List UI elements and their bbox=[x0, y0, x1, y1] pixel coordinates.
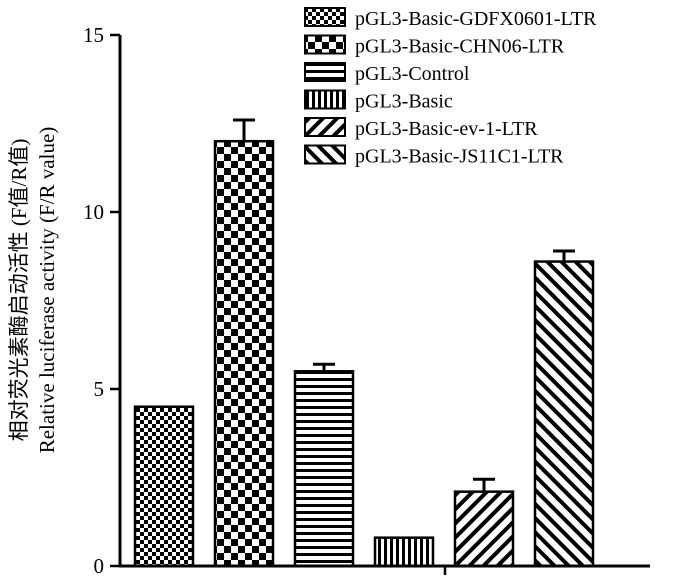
bar bbox=[533, 260, 595, 568]
y-tick-label: 5 bbox=[94, 377, 105, 401]
legend-label: pGL3-Basic bbox=[355, 91, 453, 113]
legend-label: pGL3-Basic-GDFX0601-LTR bbox=[355, 8, 597, 30]
bar bbox=[133, 405, 195, 568]
legend-swatch bbox=[304, 144, 346, 165]
y-axis-title-cn: 相对荧光素酶启动活性 (F值/R值) bbox=[7, 139, 31, 442]
bar bbox=[373, 536, 435, 568]
y-tick-label: 10 bbox=[83, 200, 104, 224]
y-tick-label: 15 bbox=[83, 23, 104, 47]
bar bbox=[293, 370, 355, 568]
legend-label: pGL3-Basic-CHN06-LTR bbox=[355, 36, 565, 58]
legend-swatch bbox=[304, 89, 346, 110]
y-axis-title-en: Relative luciferase activity (F/R value) bbox=[35, 127, 59, 454]
legend-swatch bbox=[304, 117, 346, 137]
legend-swatch bbox=[304, 62, 346, 82]
legend-swatch bbox=[304, 7, 346, 27]
bar bbox=[213, 139, 275, 568]
legend-label: pGL3-Basic-JS11C1-LTR bbox=[355, 146, 564, 168]
bar bbox=[453, 490, 515, 568]
legend-label: pGL3-Basic-ev-1-LTR bbox=[355, 118, 538, 140]
legend-swatch bbox=[304, 34, 346, 55]
y-tick-label: 0 bbox=[94, 554, 105, 578]
legend-label: pGL3-Control bbox=[355, 63, 470, 85]
